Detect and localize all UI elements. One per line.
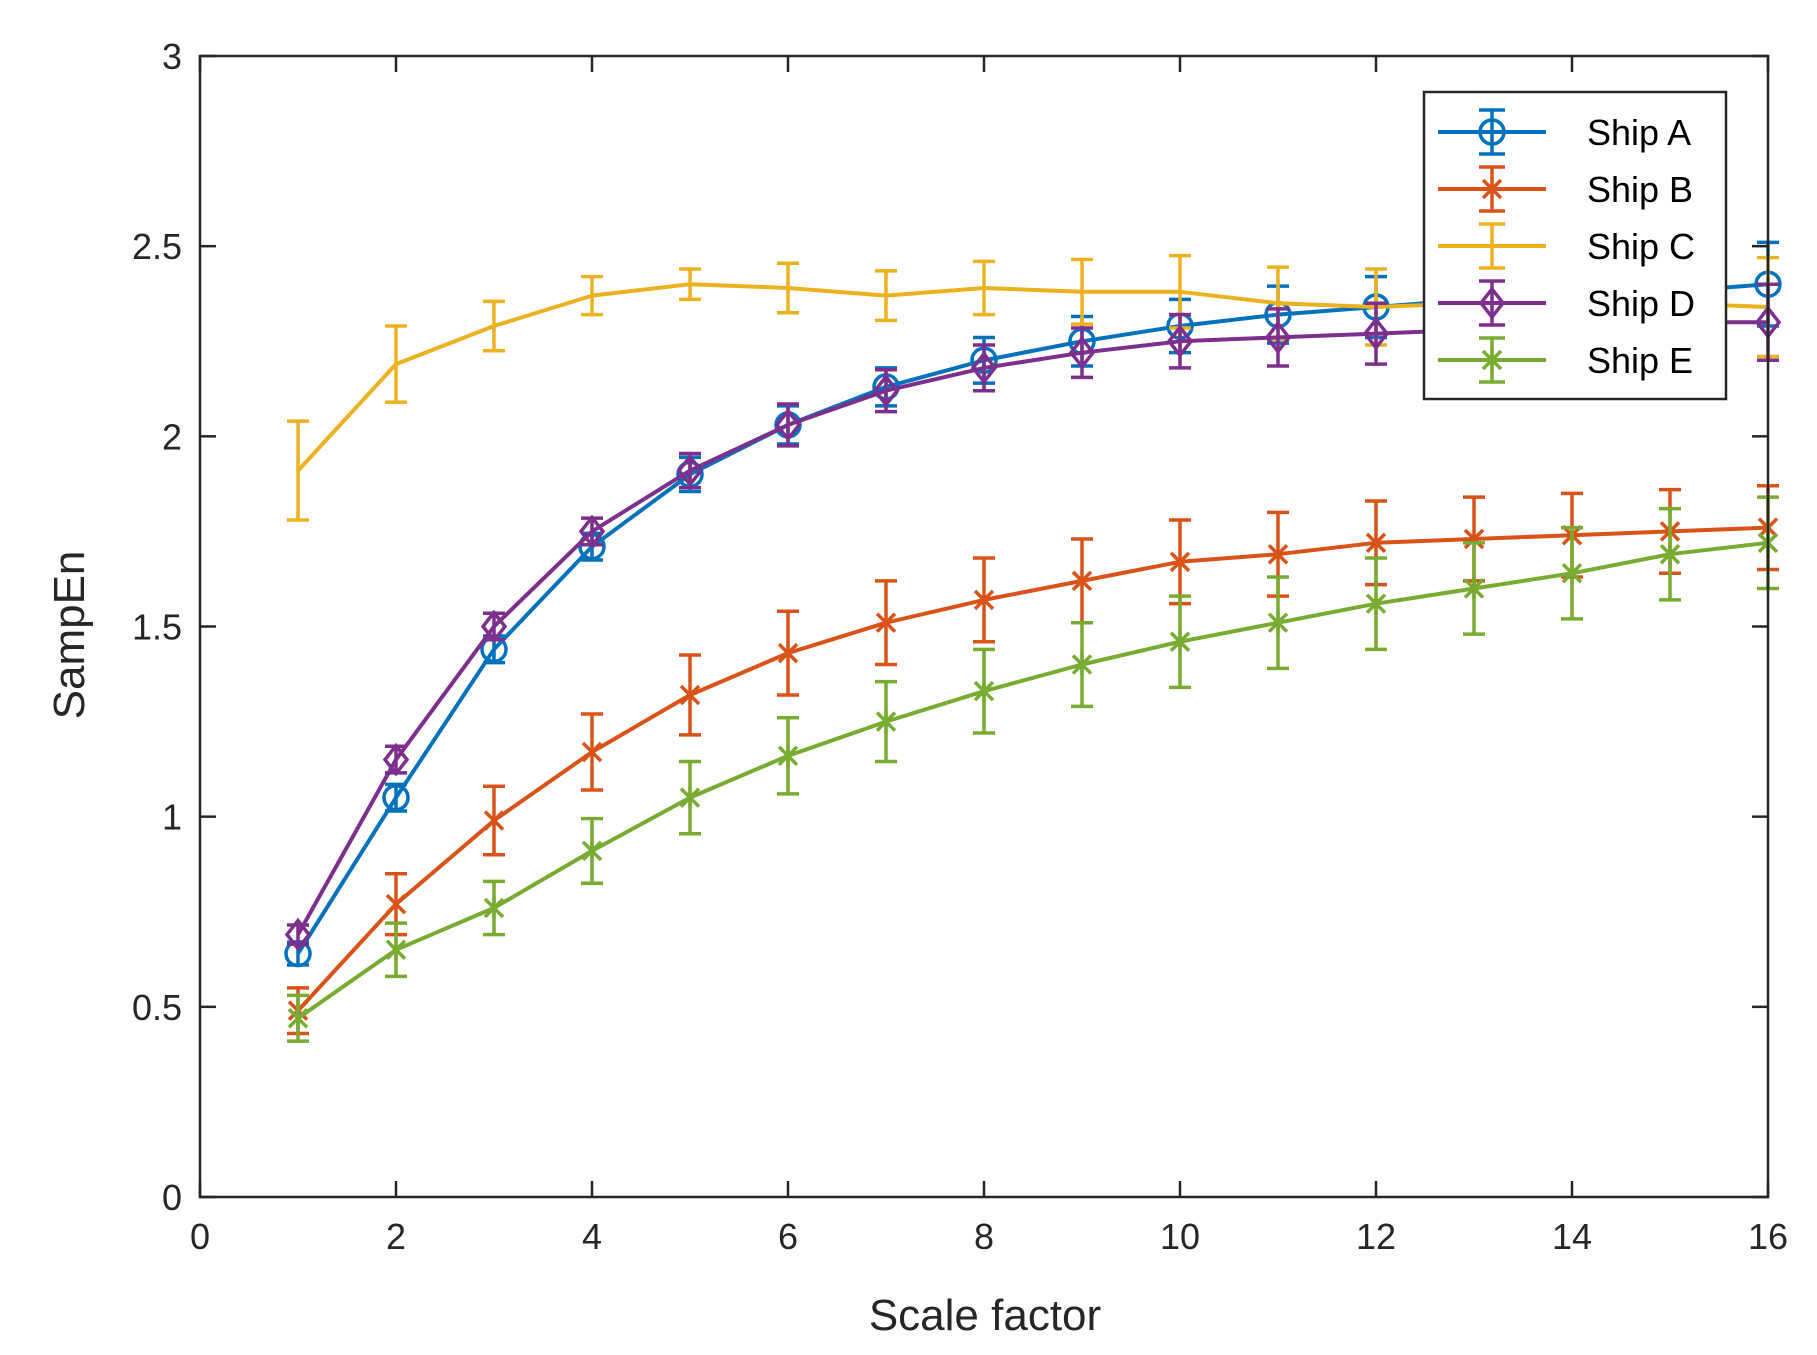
legend-label-ship-d: Ship D xyxy=(1587,283,1695,324)
data-point-ship-d xyxy=(1068,335,1096,370)
x-tick-label: 4 xyxy=(582,1216,602,1257)
data-point-ship-e xyxy=(1561,562,1583,585)
data-point-ship-b xyxy=(679,684,701,706)
data-point-ship-e xyxy=(777,744,799,767)
data-point-ship-d xyxy=(970,351,998,385)
data-point-ship-b xyxy=(875,612,897,633)
legend-label-ship-c: Ship C xyxy=(1587,226,1695,267)
data-point-ship-e xyxy=(1267,611,1289,634)
x-tick-label: 8 xyxy=(974,1216,994,1257)
x-tick-label: 2 xyxy=(386,1216,406,1257)
error-bar-ship-c xyxy=(483,299,505,353)
data-point-ship-e xyxy=(1169,630,1191,653)
data-point-ship-b xyxy=(973,589,995,611)
data-point-ship-b xyxy=(1463,528,1485,550)
y-tick-label: 1.5 xyxy=(132,607,182,648)
data-point-ship-d xyxy=(872,373,900,408)
data-point-ship-d xyxy=(382,742,410,777)
x-axis-title: Scale factor xyxy=(869,1291,1101,1340)
data-point-ship-d xyxy=(1166,324,1194,359)
legend-label-ship-b: Ship B xyxy=(1587,169,1693,210)
data-point-ship-b xyxy=(581,741,603,763)
data-point-ship-e xyxy=(1071,653,1093,676)
series-ship-e xyxy=(287,495,1779,1043)
data-point-ship-e xyxy=(385,938,407,961)
error-bar-ship-c xyxy=(875,269,897,323)
legend-marker-ship-e xyxy=(1481,349,1503,371)
data-point-ship-d xyxy=(1362,316,1390,351)
data-point-ship-e xyxy=(875,710,897,733)
y-tick-label: 3 xyxy=(162,36,182,77)
data-point-ship-b xyxy=(1267,543,1289,565)
data-point-ship-b xyxy=(483,810,505,831)
data-point-ship-a xyxy=(382,783,410,812)
data-point-ship-e xyxy=(679,786,701,809)
data-point-ship-e xyxy=(973,680,995,703)
legend: Ship A Ship B Ship C Ship D Ship E xyxy=(1422,90,1728,401)
data-point-ship-b xyxy=(777,642,799,664)
data-point-ship-b xyxy=(385,893,407,915)
error-bar-ship-c xyxy=(777,261,799,315)
legend-errorbar-ship-c xyxy=(1479,222,1505,270)
data-point-ship-e xyxy=(1365,592,1387,615)
error-bar-ship-d xyxy=(287,923,309,946)
error-bar-ship-c xyxy=(385,324,407,404)
y-tick-label: 0.5 xyxy=(132,987,182,1028)
x-tick-label: 16 xyxy=(1748,1216,1788,1257)
y-tick-label: 0 xyxy=(162,1177,182,1218)
series-line-ship-e xyxy=(296,540,1769,1020)
legend-item-ship-e: Ship E xyxy=(1438,336,1693,384)
error-bar-ship-c xyxy=(679,267,701,302)
data-point-ship-e xyxy=(483,896,505,919)
legend-label-ship-a: Ship A xyxy=(1587,112,1691,153)
x-tick-label: 14 xyxy=(1552,1216,1592,1257)
y-tick-label: 1 xyxy=(162,797,182,838)
data-point-ship-e xyxy=(287,1007,309,1030)
x-tick-label: 10 xyxy=(1160,1216,1200,1257)
legend-marker-ship-b xyxy=(1481,178,1503,200)
x-tick-label: 6 xyxy=(778,1216,798,1257)
error-bar-ship-d xyxy=(1365,301,1387,366)
error-bar-ship-c xyxy=(581,274,603,317)
legend-marker-ship-a xyxy=(1478,118,1506,146)
data-point-ship-e xyxy=(581,839,603,862)
data-point-ship-b xyxy=(1169,551,1191,573)
x-tick-label: 12 xyxy=(1356,1216,1396,1257)
error-bar-ship-d xyxy=(1169,312,1191,370)
data-point-ship-e xyxy=(1463,577,1485,600)
x-tick-label: 0 xyxy=(190,1216,210,1257)
axes: 0 2 4 6 8 10 12 14 16 0 0.5 1 1.5 2 2.5 3 xyxy=(132,36,1788,1257)
error-bar-ship-c xyxy=(1071,257,1093,326)
series-line-ship-b xyxy=(296,525,1769,1012)
legend-marker-ship-d xyxy=(1478,286,1506,320)
data-point-ship-d xyxy=(284,917,312,952)
data-point-ship-d xyxy=(774,408,802,442)
legend-item-ship-c: Ship C xyxy=(1438,222,1695,270)
data-point-ship-e xyxy=(1659,543,1681,566)
error-bar-ship-c xyxy=(287,419,309,522)
legend-errorbar-ship-a xyxy=(1479,108,1505,156)
y-tick-label: 2.5 xyxy=(132,226,182,267)
data-point-ship-d xyxy=(1264,320,1292,355)
data-point-ship-d xyxy=(578,514,606,549)
data-point-ship-b xyxy=(1071,570,1093,592)
data-point-ship-d xyxy=(480,609,508,644)
legend-label-ship-e: Ship E xyxy=(1587,340,1693,381)
data-point-ship-b xyxy=(1365,532,1387,554)
y-axis-title: SampEn xyxy=(45,551,94,720)
y-tick-label: 2 xyxy=(162,416,182,457)
legend-item-ship-d: Ship D xyxy=(1438,279,1695,327)
data-point-ship-d xyxy=(676,453,704,488)
legend-item-ship-b: Ship B xyxy=(1438,165,1693,213)
error-bar-ship-c xyxy=(973,259,995,317)
error-bar-ship-d xyxy=(1267,307,1289,368)
legend-item-ship-a: Ship A xyxy=(1438,108,1691,156)
